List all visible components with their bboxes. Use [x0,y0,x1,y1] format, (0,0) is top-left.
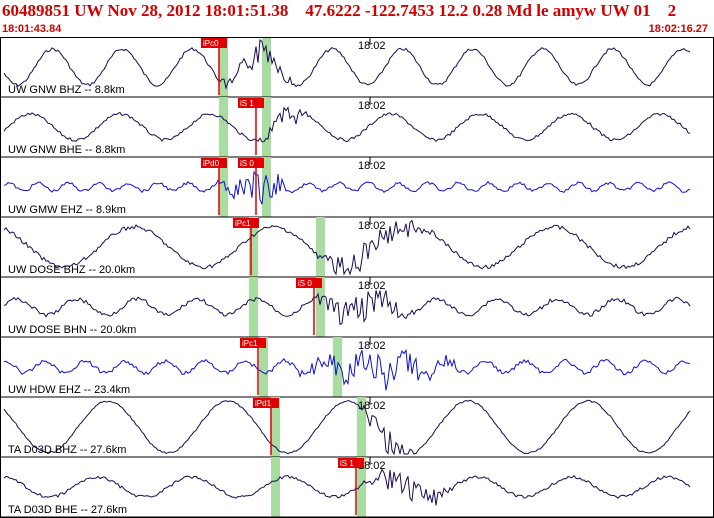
pick-window-band [249,217,258,277]
waveform-trace [3,399,691,456]
pick-window-band [262,37,271,97]
trace-channel-label: UW HDW EHZ -- 23.4km [8,384,130,396]
phase-pick-box [201,158,227,168]
trace-channel-label: UW GNW BHE -- 8.8km [8,144,125,156]
trace-row[interactable]: 18:02 iS 1 TA D03D BHE -- 27.6km [0,457,714,518]
pick-window-band [259,337,268,397]
phase-pick-label: iS 1 [340,459,354,468]
phase-pick-label: iPd1 [255,399,272,408]
waveform-trace [3,348,691,391]
pick-window-band [271,457,280,517]
waveform-trace [3,106,691,143]
window-start-time: 18:01:43.84 [2,23,62,35]
trace-channel-label: TA D03D BHE -- 27.6km [8,504,127,516]
phase-pick-tag[interactable]: iPc1 [233,218,259,228]
phase-pick-tag[interactable]: iS 0 [296,278,322,288]
trace-row[interactable]: 18:02 iPc0 UW GNW BHZ -- 8.8km [0,37,714,98]
trace-row[interactable]: 18:02 iPd0 iS 0 UW GMW EHZ -- 8.9km [0,157,714,218]
phase-pick-label: iPd0 [203,159,220,168]
trace-channel-label: UW GNW BHZ -- 8.8km [8,84,125,96]
phase-pick-tag[interactable]: iS 1 [238,98,264,108]
phase-pick-label: iS 0 [240,159,254,168]
phase-pick-tag[interactable]: iPd0 [201,158,227,168]
pick-window-band [316,277,325,337]
pick-window-band [316,217,325,277]
trace-row[interactable]: 18:02 iS 0 UW DOSE BHN -- 20.0km [0,277,714,338]
event-title: 60489851 UW Nov 28, 2012 18:01:51.38 47.… [2,1,677,20]
phase-pick-label: iS 0 [298,279,312,288]
minute-tick-label: 18:02 [358,160,386,172]
pick-window-band [262,157,271,217]
waveform-trace [3,219,691,276]
pick-window-band [357,397,366,457]
phase-pick-tag[interactable]: iS 0 [238,158,264,168]
event-header: 60489851 UW Nov 28, 2012 18:01:51.38 47.… [0,0,714,40]
pick-window-band [357,457,366,517]
waveform-trace [3,170,691,205]
phase-pick-tag[interactable]: iPd1 [253,398,279,408]
phase-pick-box [338,458,364,468]
phase-pick-box [253,398,279,408]
trace-channel-label: UW DOSE BHZ -- 20.0km [8,264,135,276]
pick-window-band [249,277,258,337]
trace-channel-label: UW DOSE BHN -- 20.0km [8,324,136,336]
waveform-trace [3,38,691,90]
phase-pick-tag[interactable]: iPc1 [240,338,266,348]
minute-tick-label: 18:02 [358,460,386,472]
pick-window-band [271,397,280,457]
minute-tick-label: 18:02 [358,280,386,292]
pick-window-band [219,157,228,217]
seismogram-panel[interactable]: 18:02 iPc0 UW GNW BHZ -- 8.8km 18:02 iS 1 UW … [0,37,714,518]
phase-pick-box [296,278,322,288]
phase-pick-box [238,158,264,168]
phase-pick-box [240,338,266,348]
waveform-trace [3,290,691,326]
minute-tick-label: 18:02 [358,340,386,352]
phase-pick-box [233,218,259,228]
phase-pick-label: iPc1 [235,219,251,228]
pick-window-band [262,97,271,157]
minute-tick-label: 18:02 [358,100,386,112]
trace-channel-label: TA D03D BHZ -- 27.6km [8,444,126,456]
phase-pick-box [238,98,264,108]
waveform-trace [3,468,691,506]
trace-row[interactable]: 18:02 iPc1 UW HDW EHZ -- 23.4km [0,337,714,398]
minute-tick-label: 18:02 [358,220,386,232]
trace-channel-label: UW GMW EHZ -- 8.9km [8,204,126,216]
trace-row[interactable]: 18:02 iS 1 UW GNW BHE -- 8.8km [0,97,714,158]
phase-pick-tag[interactable]: iS 1 [338,458,364,468]
phase-pick-label: iS 1 [240,99,254,108]
minute-tick-label: 18:02 [358,40,386,52]
phase-pick-box [201,38,227,48]
window-end-time: 18:02:16.27 [648,23,708,35]
phase-pick-label: iPc0 [203,39,219,48]
trace-row[interactable]: 18:02 iPc1 UW DOSE BHZ -- 20.0km [0,217,714,278]
phase-pick-label: iPc1 [242,339,258,348]
pick-window-band [219,97,228,157]
phase-pick-tag[interactable]: iPc0 [201,38,227,48]
pick-window-band [219,37,228,97]
